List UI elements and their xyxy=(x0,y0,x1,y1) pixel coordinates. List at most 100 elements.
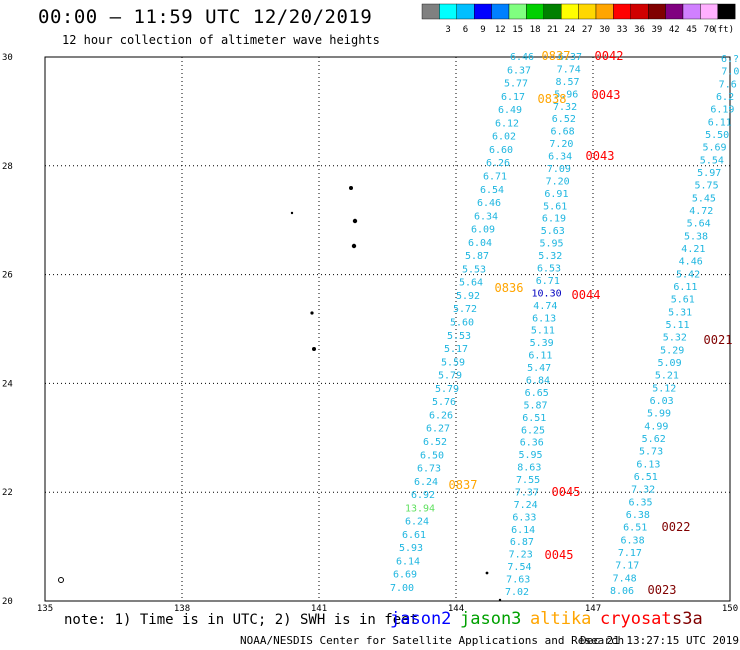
color-scale-label: 33 xyxy=(617,25,628,35)
wave-height-value: 5.79 xyxy=(438,371,462,382)
wave-height-value: 5.95 xyxy=(539,239,563,250)
wave-height-value: 5.53 xyxy=(462,264,486,275)
wave-height-value: 5.50 xyxy=(705,130,729,141)
wave-height-value: 6.53 xyxy=(537,264,561,275)
wave-height-value: 7.23 xyxy=(509,550,533,561)
wave-height-value: 6.52 xyxy=(423,437,447,448)
latitude-tick-label: 28 xyxy=(2,162,13,172)
map-frame xyxy=(44,56,731,602)
wave-height-value: 13.94 xyxy=(405,503,435,514)
pass-time-label: 0042 xyxy=(595,49,624,63)
wave-height-value: 6.65 xyxy=(525,388,549,399)
wave-height-value: 7.17 xyxy=(618,548,642,559)
wave-height-value: 6.13 xyxy=(636,459,660,470)
latitude-tick-label: 30 xyxy=(2,53,13,63)
generation-timestamp: Dec 21 13:27:15 UTC 2019 xyxy=(580,634,739,647)
wave-height-value: 7.00 xyxy=(390,583,414,594)
wave-height-value: 6.02 xyxy=(492,132,516,143)
pass-time-label: 0836 xyxy=(495,281,524,295)
wave-height-value: 5.79 xyxy=(435,384,459,395)
color-scale-label: 21 xyxy=(547,25,558,35)
wave-height-value: 6.51 xyxy=(522,413,546,424)
pass-time-label: 0043 xyxy=(586,149,615,163)
wave-height-value: 5.73 xyxy=(639,447,663,458)
wave-height-value: 5.95 xyxy=(519,450,543,461)
legend-entry-jason3: jason3 xyxy=(460,609,522,629)
wave-height-value: 6.36 xyxy=(520,438,544,449)
wave-height-value: 7.24 xyxy=(514,500,538,511)
wave-height-value: 6.71 xyxy=(483,171,507,182)
wave-height-value: 5.87 xyxy=(523,400,547,411)
wave-height-value: 6.14 xyxy=(511,525,535,536)
island-shape xyxy=(312,347,316,351)
wave-height-value: 6.87 xyxy=(510,537,534,548)
wave-height-value: 6.14 xyxy=(396,556,420,567)
wave-height-value: 4.72 xyxy=(689,206,713,217)
wave-height-value: 6.11 xyxy=(673,282,697,293)
wave-height-value: 6.50 xyxy=(420,450,444,461)
wave-height-value: 4.99 xyxy=(644,421,668,432)
wave-height-value: 6.11 xyxy=(528,351,552,362)
wave-height-value: 6.26 xyxy=(429,410,453,421)
wave-height-value: 7.09 xyxy=(547,164,571,175)
wave-height-value: 6.38 xyxy=(621,535,645,546)
longitude-tick-label: 147 xyxy=(585,604,601,614)
wave-height-value: 7.20 xyxy=(549,139,573,150)
color-scale-label: 24 xyxy=(564,25,575,35)
latitude-tick-label: 26 xyxy=(2,271,13,281)
latitude-tick-label: 22 xyxy=(2,488,13,498)
wave-height-value: 6.19 xyxy=(710,105,734,116)
legend-entry-jason2: jason2 xyxy=(390,609,452,629)
wave-height-value: 4.46 xyxy=(679,257,703,268)
wave-height-value: 6.09 xyxy=(471,225,495,236)
wave-height-value: 6.46 xyxy=(477,198,501,209)
wave-height-value: 6.51 xyxy=(623,523,647,534)
color-scale-label: 3 xyxy=(445,25,450,35)
wave-height-value: 6.25 xyxy=(521,425,545,436)
wave-height-value: 7.48 xyxy=(613,573,637,584)
wave-height-value: 5.31 xyxy=(668,307,692,318)
wave-height-value: 5.17 xyxy=(444,344,468,355)
wave-height-value: 6.92 xyxy=(411,490,435,501)
island-shape xyxy=(310,311,314,315)
pass-time-label: 0021 xyxy=(704,333,733,347)
pass-time-label: 0043 xyxy=(592,88,621,102)
wave-height-value: 7.32 xyxy=(553,102,577,113)
wave-height-value: 5.21 xyxy=(655,371,679,382)
legend-entry-altika: altika xyxy=(530,609,592,629)
wave-height-value: 6.11 xyxy=(708,117,732,128)
longitude-tick-label: 135 xyxy=(37,604,53,614)
wave-height-value: 7.32 xyxy=(631,485,655,496)
wave-height-value: 6.35 xyxy=(628,497,652,508)
wave-height-value: 5.11 xyxy=(531,326,555,337)
island-shape xyxy=(352,218,358,224)
color-scale-label: 6 xyxy=(463,25,468,35)
wave-height-value: 8.06 xyxy=(610,586,634,597)
wave-height-value: 6.61 xyxy=(402,530,426,541)
wave-height-value: 5.29 xyxy=(660,345,684,356)
wave-height-value: 6.17 xyxy=(501,92,525,103)
wave-height-value: 5.42 xyxy=(676,269,700,280)
wave-height-value: 6.52 xyxy=(552,114,576,125)
color-scale-label: 70 xyxy=(704,25,715,35)
wave-height-value: 6.33 xyxy=(512,512,536,523)
wave-height-value: 5.09 xyxy=(658,358,682,369)
wave-height-value: 5.53 xyxy=(447,331,471,342)
color-scale-label: 36 xyxy=(634,25,645,35)
wave-height-value: 6.19 xyxy=(542,214,566,225)
wave-height-value: 6.04 xyxy=(468,238,492,249)
color-scale-label: 9 xyxy=(480,25,485,35)
wave-height-value: 5.62 xyxy=(642,434,666,445)
wave-height-value: 6.24 xyxy=(414,477,438,488)
map-title: 00:00 — 11:59 UTC 12/20/2019 xyxy=(38,6,373,28)
color-scale-label: 30 xyxy=(599,25,610,35)
longitude-tick-label: 141 xyxy=(311,604,327,614)
wave-height-value: 5.69 xyxy=(702,143,726,154)
wave-height-value: 5.96 xyxy=(554,89,578,100)
wave-height-value: 5.32 xyxy=(663,333,687,344)
wave-height-value: 6.60 xyxy=(489,145,513,156)
wave-height-value: 6.27 xyxy=(426,424,450,435)
wave-height-value: 6.37 xyxy=(507,65,531,76)
island-shape xyxy=(485,571,489,575)
wave-height-value: 5.47 xyxy=(527,363,551,374)
